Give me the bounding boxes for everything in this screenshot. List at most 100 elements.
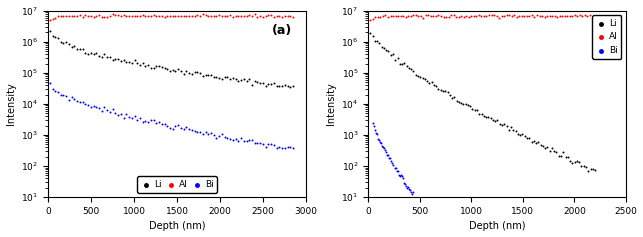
- Al: [75, 13, 85, 17]
- Li: [494, 123, 505, 126]
- Al: [94, 13, 104, 17]
- Al: [203, 14, 213, 18]
- Al: [282, 14, 293, 18]
- Li: [151, 64, 161, 68]
- Li: [484, 115, 494, 119]
- Al: [577, 14, 588, 18]
- Bi: [168, 127, 178, 130]
- Al: [415, 14, 426, 18]
- Bi: [69, 97, 80, 101]
- Li: [490, 119, 500, 123]
- Li: [159, 66, 170, 70]
- Bi: [179, 128, 189, 131]
- Bi: [146, 118, 156, 122]
- Bi: [105, 110, 115, 114]
- Li: [266, 82, 276, 86]
- Bi: [121, 112, 131, 116]
- Li: [590, 168, 600, 172]
- Li: [585, 167, 595, 170]
- Al: [456, 14, 466, 18]
- Li: [99, 52, 109, 56]
- Bi: [383, 153, 393, 157]
- Li: [132, 61, 142, 65]
- Al: [206, 14, 216, 18]
- Al: [217, 14, 227, 18]
- Bi: [371, 131, 381, 134]
- Bi: [282, 145, 293, 149]
- Li: [533, 140, 543, 144]
- Al: [413, 14, 424, 18]
- Al: [113, 13, 123, 17]
- Li: [255, 81, 266, 85]
- Al: [421, 13, 431, 17]
- Al: [80, 14, 91, 17]
- Al: [186, 14, 197, 18]
- Bi: [266, 142, 276, 146]
- Al: [418, 16, 428, 20]
- Li: [388, 52, 398, 56]
- Li: [399, 62, 410, 65]
- Bi: [143, 120, 153, 124]
- Al: [565, 14, 575, 18]
- Li: [426, 80, 437, 84]
- Al: [550, 14, 560, 18]
- Li: [576, 164, 586, 168]
- Al: [388, 14, 398, 18]
- Bi: [157, 122, 167, 126]
- Al: [179, 14, 189, 18]
- Al: [486, 13, 496, 17]
- Al: [527, 13, 537, 17]
- Al: [539, 15, 550, 19]
- Al: [390, 14, 401, 18]
- Bi: [397, 176, 408, 180]
- Al: [479, 14, 489, 18]
- Li: [379, 46, 389, 50]
- Li: [545, 149, 555, 153]
- Al: [512, 15, 522, 19]
- Al: [263, 13, 273, 17]
- Li: [233, 79, 244, 82]
- Li: [149, 66, 159, 70]
- Li: [282, 84, 293, 88]
- Al: [428, 14, 439, 18]
- Li: [395, 62, 405, 66]
- Bi: [206, 131, 216, 135]
- Li: [80, 51, 91, 55]
- Al: [274, 14, 284, 18]
- Li: [488, 118, 498, 121]
- Bi: [383, 154, 394, 157]
- Al: [77, 15, 87, 18]
- Li: [247, 83, 257, 87]
- Li: [190, 71, 200, 74]
- Al: [110, 13, 120, 17]
- Li: [127, 61, 137, 64]
- Al: [482, 14, 492, 18]
- Bi: [368, 121, 379, 125]
- Li: [508, 128, 518, 131]
- Li: [91, 51, 102, 55]
- Al: [554, 14, 565, 18]
- Li: [386, 53, 396, 57]
- Bi: [392, 169, 402, 173]
- Li: [64, 42, 74, 46]
- Al: [439, 15, 449, 19]
- Bi: [380, 148, 390, 152]
- Bi: [241, 139, 251, 143]
- Al: [552, 15, 563, 18]
- Li: [413, 74, 423, 78]
- Bi: [99, 105, 109, 109]
- Li: [162, 67, 172, 71]
- Al: [431, 14, 441, 18]
- Al: [48, 17, 58, 21]
- Li: [499, 123, 509, 126]
- Bi: [53, 90, 63, 94]
- Al: [575, 14, 585, 17]
- Bi: [64, 98, 74, 102]
- Li: [252, 80, 262, 84]
- Li: [536, 143, 546, 147]
- Bi: [72, 100, 82, 103]
- Al: [99, 15, 109, 19]
- Li: [48, 34, 58, 38]
- Li: [517, 132, 527, 136]
- Li: [249, 79, 260, 83]
